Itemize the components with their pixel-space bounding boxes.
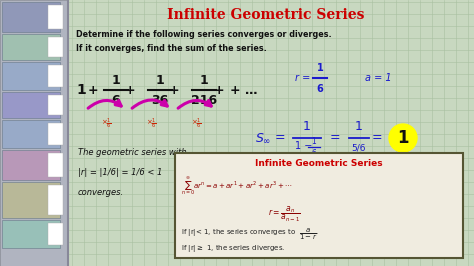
Text: 1: 1 [111,73,120,86]
Text: a = 1: a = 1 [365,73,392,83]
Bar [48,5,63,29]
Text: Determine if the following series converges or diverges.: Determine if the following series conver… [76,30,332,39]
Text: 6: 6 [317,84,323,94]
Text: Infinite Geometric Series: Infinite Geometric Series [255,159,383,168]
Bar [48,223,63,245]
Bar [48,153,63,177]
Text: 5/6: 5/6 [352,143,366,152]
Text: $\times\frac{1}{6}$: $\times\frac{1}{6}$ [146,117,156,131]
Text: =: = [275,131,285,144]
Text: +: + [169,84,179,97]
Bar [2,34,60,60]
Text: 1 −: 1 − [295,141,312,151]
Text: 1: 1 [355,120,363,134]
Text: If it converges, find the sum of the series.: If it converges, find the sum of the ser… [76,44,267,53]
Text: $\times\frac{1}{6}$: $\times\frac{1}{6}$ [191,117,201,131]
Bar [48,37,63,57]
Bar [2,182,60,218]
Text: 1: 1 [317,63,323,73]
Text: 1: 1 [311,138,316,147]
Bar [2,2,60,32]
Text: +: + [214,84,224,97]
Text: 1: 1 [155,73,164,86]
Text: +: + [125,84,135,97]
Text: 6: 6 [311,149,317,159]
Text: $\sum_{n=0}^{\infty}ar^n = a + ar^1 + ar^2 + ar^3 + \cdots$: $\sum_{n=0}^{\infty}ar^n = a + ar^1 + ar… [181,175,292,197]
Text: 6: 6 [112,94,120,107]
Bar [2,92,60,118]
Bar [48,65,63,87]
Text: |r| = |1/6| = 1/6 < 1: |r| = |1/6| = 1/6 < 1 [78,168,163,177]
Text: 1: 1 [76,83,86,97]
Text: =: = [372,131,383,144]
Text: =: = [330,131,340,144]
Text: $\times\frac{1}{6}$: $\times\frac{1}{6}$ [100,117,111,131]
Text: If |r|$\geq$ 1, the series diverges.: If |r|$\geq$ 1, the series diverges. [181,243,285,254]
Text: 216: 216 [191,94,217,107]
Bar [2,120,60,148]
Bar [0,0,68,266]
Bar [48,123,63,145]
Text: converges.: converges. [78,188,124,197]
Bar [2,220,60,248]
Text: Infinite Geometric Series: Infinite Geometric Series [167,8,364,22]
Text: If |r|< 1, the series converges to  $\dfrac{a}{1-r}$.: If |r|< 1, the series converges to $\dfr… [181,227,319,242]
Text: 36: 36 [151,94,169,107]
Text: 1: 1 [303,120,311,134]
Text: r =: r = [295,73,310,83]
Text: + …: + … [230,84,257,97]
Text: +: + [88,84,99,97]
Text: 1: 1 [397,129,409,147]
Bar [48,95,63,115]
Text: 1: 1 [200,73,209,86]
Text: $r = \dfrac{a_n}{a_{n-1}}$: $r = \dfrac{a_n}{a_{n-1}}$ [268,205,301,225]
Bar [2,62,60,90]
Bar [48,185,63,215]
Bar [175,153,463,258]
Text: The geometric series with: The geometric series with [78,148,187,157]
Text: $S_{\infty}$: $S_{\infty}$ [255,131,271,144]
Bar [2,150,60,180]
Circle shape [389,124,417,152]
